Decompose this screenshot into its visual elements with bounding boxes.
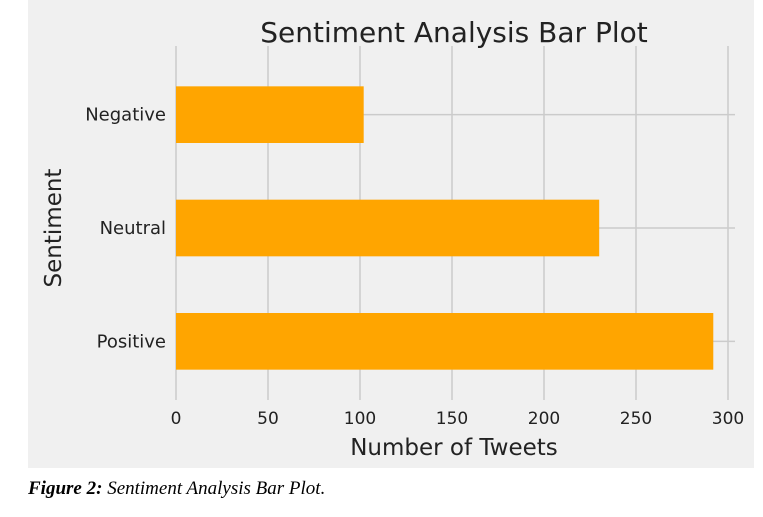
y-tick-label: Positive (97, 331, 166, 352)
x-tick-label: 50 (257, 409, 279, 429)
figure-caption: Figure 2: Sentiment Analysis Bar Plot. (28, 478, 325, 500)
x-tick-label: 300 (712, 409, 744, 429)
bar-negative (176, 86, 364, 143)
bars (176, 86, 714, 370)
x-tick-label: 250 (620, 409, 652, 429)
bar-neutral (176, 199, 600, 257)
x-tick-label: 150 (436, 409, 468, 429)
y-tick-label: Neutral (100, 218, 166, 239)
y-axis-label: Sentiment (41, 169, 67, 288)
caption-label: Figure 2: (28, 478, 103, 499)
x-tick-label: 100 (344, 409, 376, 429)
chart-title: Sentiment Analysis Bar Plot (260, 16, 647, 49)
caption-text: Sentiment Analysis Bar Plot. (107, 478, 326, 499)
x-axis-label: Number of Tweets (350, 435, 558, 461)
tick-labels: 0 50 100 150 200 250 300 Negative Neutral Positiv… (85, 105, 744, 429)
bar-positive (176, 313, 714, 370)
sentiment-bar-chart: 0 50 100 150 200 250 300 Negative Neutral Positiv… (28, 0, 754, 468)
x-tick-label: 200 (528, 409, 560, 429)
y-tick-label: Negative (85, 105, 166, 126)
x-tick-label: 0 (171, 409, 182, 429)
